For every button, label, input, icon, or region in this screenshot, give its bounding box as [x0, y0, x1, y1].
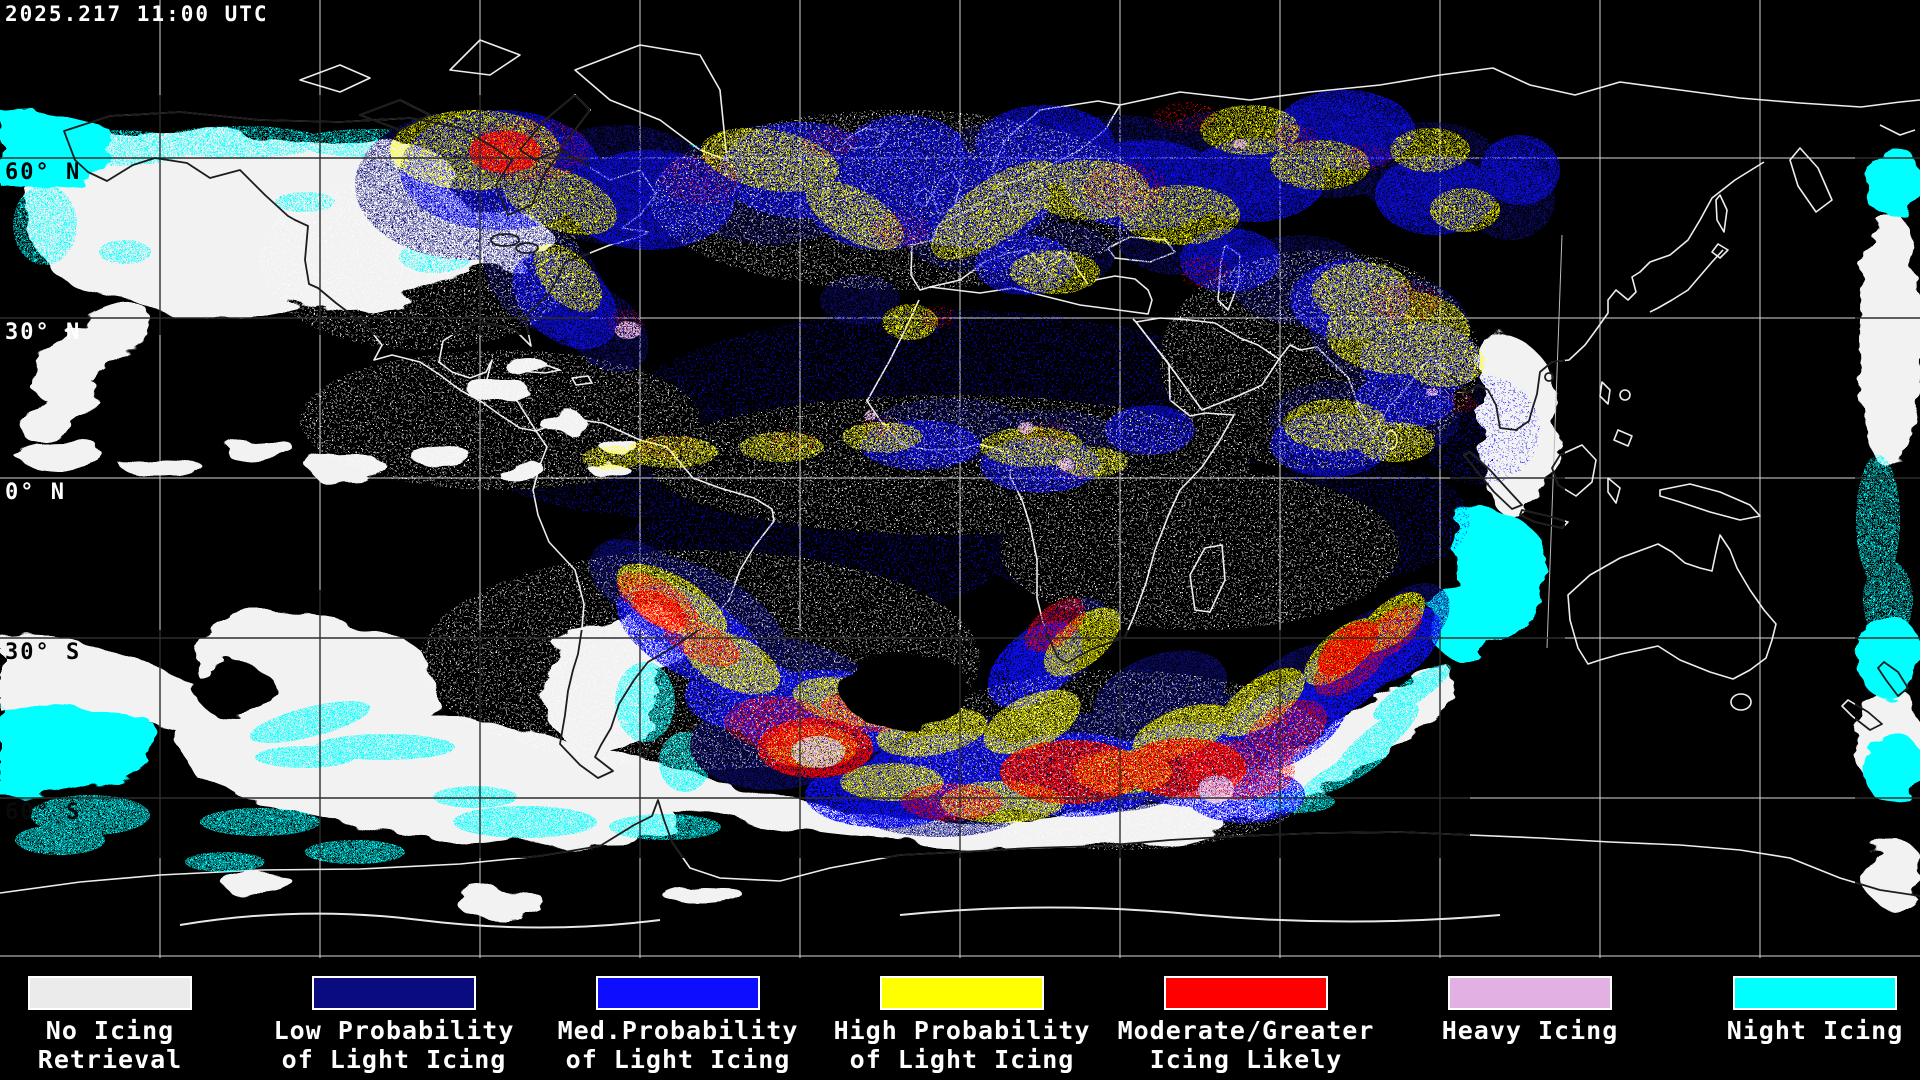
legend-label-line: of Light Icing [565, 1045, 791, 1074]
legend-label-line: Icing Likely [1149, 1045, 1343, 1074]
legend-label-line: Low Probability [273, 1016, 515, 1045]
latitude-label-30n: 30° N [5, 320, 82, 345]
ice-edge-lines [179, 906, 1501, 929]
legend-item-high-probability: High Probability of Light Icing [822, 976, 1102, 1074]
legend-label-line: High Probability [833, 1016, 1091, 1045]
cloud-speckle-accents [260, 110, 1480, 850]
legend-label-line: Heavy Icing [1441, 1016, 1619, 1045]
world-icing-map [0, 0, 1920, 958]
legend-label-line: of Light Icing [281, 1045, 507, 1074]
legend-label-line: No Icing [45, 1016, 175, 1045]
legend-swatch-no-icing [28, 976, 192, 1010]
legend-item-no-icing: No Icing Retrieval [0, 976, 250, 1074]
latitude-label-0n: 0° N [5, 480, 66, 505]
legend-item-moderate-greater: Moderate/Greater Icing Likely [1106, 976, 1386, 1074]
legend-label-line: Med.Probability [557, 1016, 799, 1045]
legend-item-med-probability: Med.Probability of Light Icing [538, 976, 818, 1074]
legend-label-line: Moderate/Greater [1117, 1016, 1375, 1045]
legend-swatch-med-probability [596, 976, 760, 1010]
legend-item-low-probability: Low Probability of Light Icing [254, 976, 534, 1074]
legend-label-line: Night Icing [1726, 1016, 1904, 1045]
legend-item-heavy-icing: Heavy Icing [1390, 976, 1670, 1045]
swath-edge-line [1546, 234, 1563, 649]
legend-label-line: Retrieval [37, 1045, 183, 1074]
legend-swatch-high-probability [880, 976, 1044, 1010]
latitude-label-60s: 60° S [5, 800, 82, 825]
legend-swatch-heavy-icing [1448, 976, 1612, 1010]
latitude-label-30s: 30° S [5, 640, 82, 665]
storm-eye-holes [195, 652, 970, 728]
legend-swatch-low-probability [312, 976, 476, 1010]
timestamp: 2025.217 11:00 UTC [5, 2, 269, 26]
legend-item-night-icing: Night Icing [1675, 976, 1920, 1045]
legend-swatch-moderate-greater [1164, 976, 1328, 1010]
legend-label-line: of Light Icing [849, 1045, 1075, 1074]
legend-swatch-night-icing [1733, 976, 1897, 1010]
latitude-label-60n: 60° N [5, 160, 82, 185]
